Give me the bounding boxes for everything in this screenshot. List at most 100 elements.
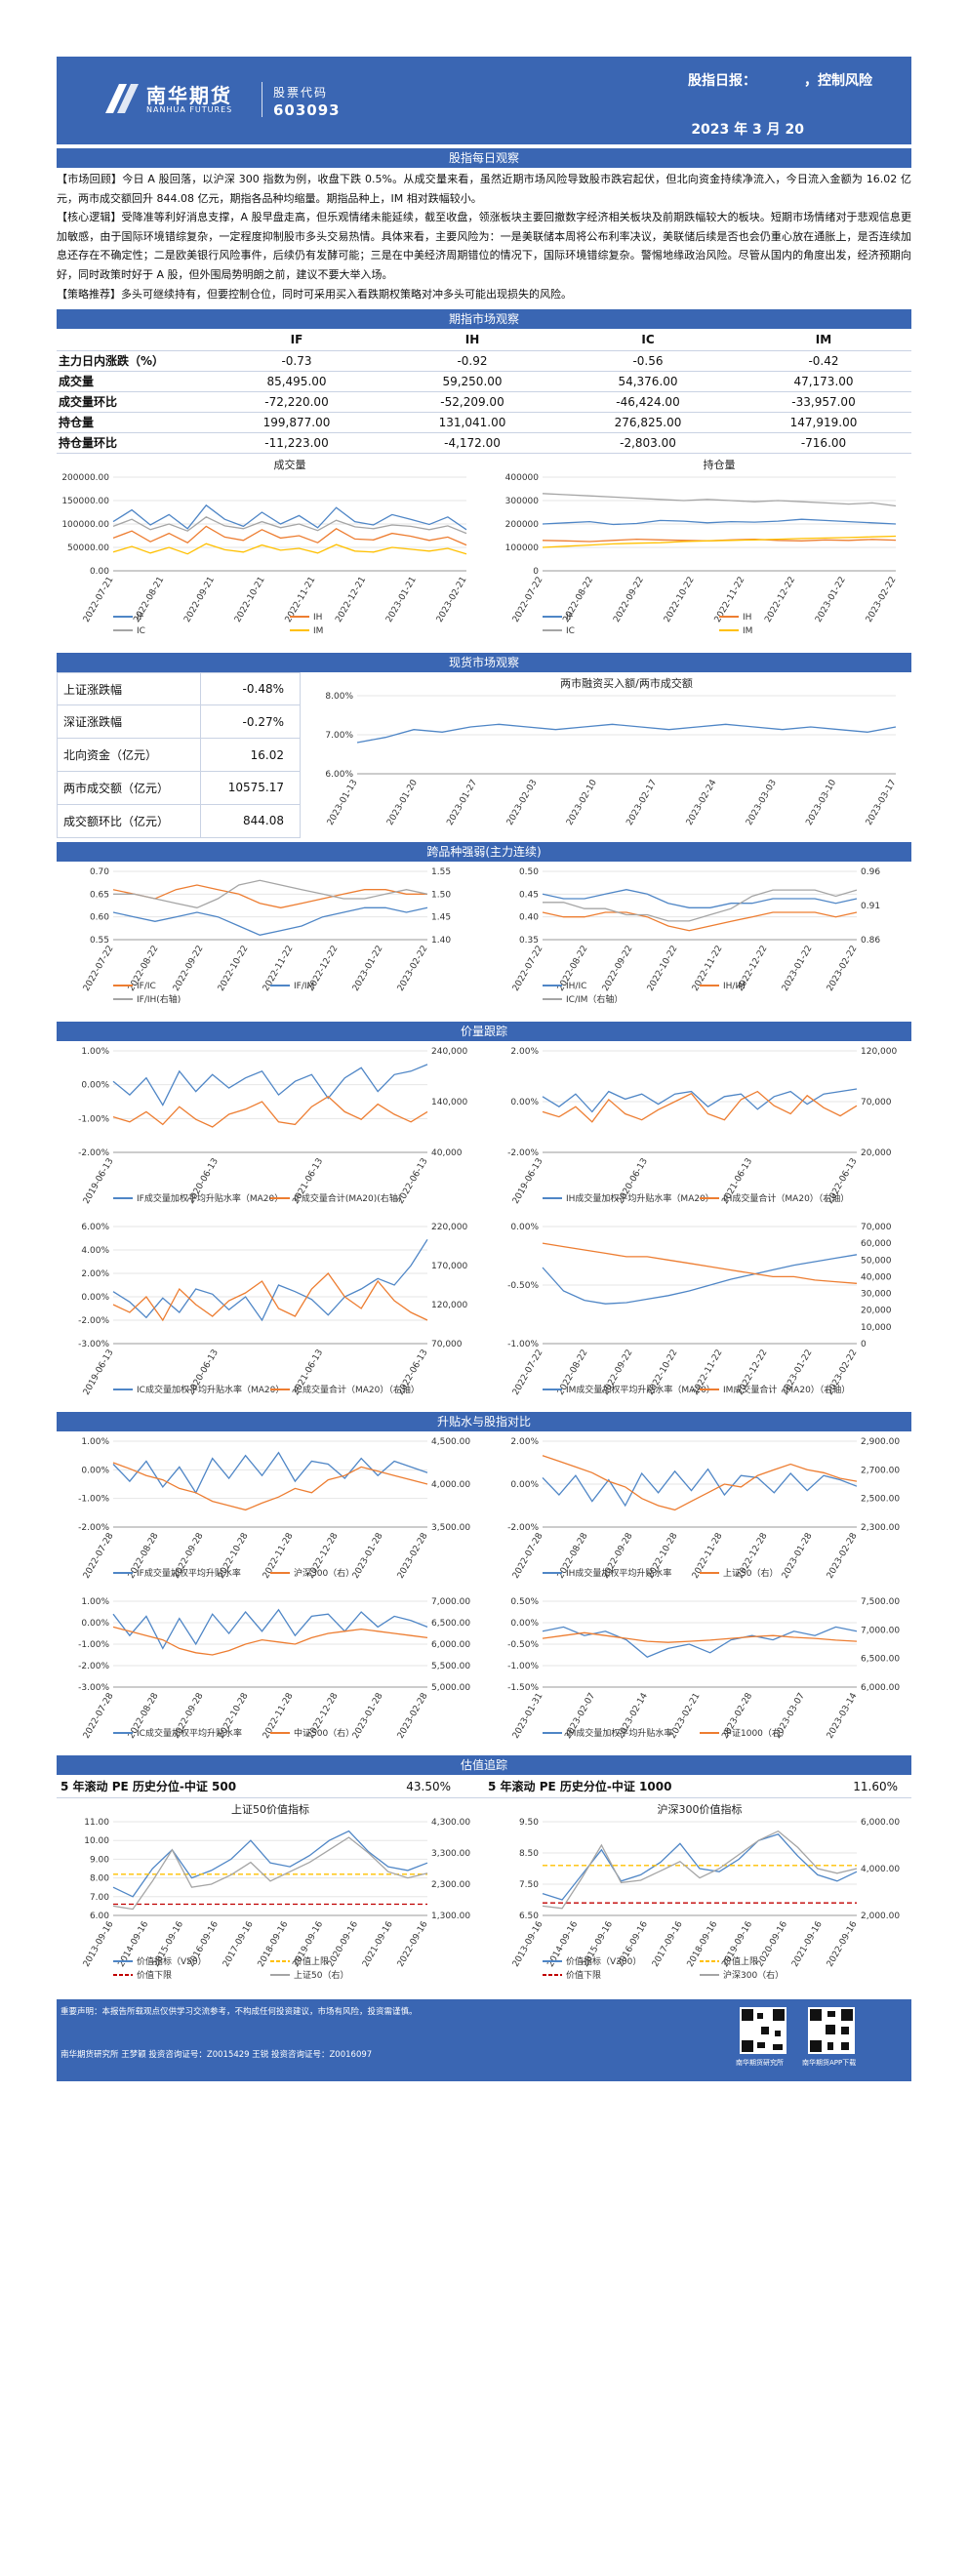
y-tick-label: 0.55 [90, 936, 109, 946]
y-tick-label: -1.50% [507, 1683, 539, 1693]
table-row: 深证涨跌幅 -0.27% [57, 704, 302, 740]
y-tick-label: 10.00 [84, 1836, 109, 1846]
stock-code-label: 股票代码 [273, 86, 329, 100]
x-tick-label: 2022-10-22 [217, 944, 251, 992]
section-valuation-title: 估值追踪 [57, 1754, 911, 1775]
y2-tick-label: 50,000 [861, 1256, 892, 1266]
series-line [542, 1468, 858, 1507]
table-row: 持仓量 199,877.00 131,041.00 276,825.00 147… [57, 412, 911, 433]
series-line [112, 1238, 428, 1321]
table-cell: -11,223.00 [209, 432, 384, 454]
qr-code-icon [808, 2006, 855, 2054]
x-tick-label: 2022-07-28 [82, 1531, 116, 1581]
column-header: IC [560, 329, 736, 351]
y-tick-label: -2.00% [507, 1523, 539, 1533]
y-tick-label: 200000 [505, 520, 540, 530]
legend-label: IC成交量加权平均升贴水率 [137, 1727, 242, 1739]
x-tick-label: 2020-09-16 [326, 1919, 360, 1969]
y-tick-label: -2.00% [78, 1662, 109, 1671]
report-date: 2023 年 3 月 20 [691, 122, 804, 138]
legend-label: 中证1000（右） [723, 1727, 789, 1739]
table-cell: -0.48% [199, 671, 302, 706]
legend-label: IC/IM（右轴） [566, 993, 623, 1005]
x-tick-label: 2022-07-22 [82, 944, 116, 992]
y-tick-label: 100000 [505, 543, 540, 553]
legend-label: IF/IM [294, 982, 314, 991]
section-basis-title: 价量跟踪 [57, 1021, 911, 1041]
table-cell: -0.42 [736, 350, 911, 372]
section-spot-title: 现货市场观察 [57, 652, 911, 672]
y-tick-label: 0.65 [90, 890, 109, 900]
y-tick-label: 0 [533, 567, 539, 577]
y-tick-label: 7.50 [519, 1880, 539, 1890]
series-line [112, 1271, 428, 1321]
y-tick-label: 9.00 [90, 1855, 109, 1865]
legend-label: 价值下限 [566, 1969, 601, 1981]
series-line [112, 883, 427, 908]
series-line [112, 1063, 428, 1107]
table-header-row: IF IH IC IM [57, 329, 911, 351]
y-tick-label: 0.70 [90, 867, 109, 877]
report-footer: 重要声明：本报告所载观点仅供学习交流参考，不构成任何投资建议，市场有风险，投资需… [57, 1998, 911, 2081]
disclaimer-text: 重要声明：本报告所载观点仅供学习交流参考，不构成任何投资建议，市场有风险，投资需… [60, 2006, 418, 2017]
y2-tick-label: 40,000 [431, 1148, 463, 1158]
x-tick-label: 2022-09-22 [612, 575, 646, 624]
y-tick-label: -3.00% [78, 1340, 109, 1349]
legend-label: 价值指标（V50） [137, 1955, 207, 1967]
legend-label: IM [313, 626, 323, 636]
row-label: 成交量环比 [57, 391, 209, 413]
x-tick-label: 2022-07-21 [82, 575, 116, 624]
x-tick-label: 2022-09-21 [182, 575, 217, 624]
y2-tick-label: 3,300.00 [431, 1849, 470, 1859]
x-tick-label: 2023-01-21 [384, 575, 419, 624]
table-cell: -72,220.00 [209, 391, 384, 413]
section-premium-title: 升贴水与股指对比 [57, 1411, 911, 1431]
y2-tick-label: 170,000 [431, 1262, 467, 1271]
table-cell: -0.27% [199, 704, 302, 740]
y2-tick-label: 2,300.00 [861, 1523, 900, 1533]
y2-tick-label: 2,700.00 [861, 1466, 900, 1475]
y2-tick-label: 120,000 [431, 1301, 467, 1310]
pe-value-csi500: 43.50% [406, 1779, 451, 1793]
y-tick-label: 8.00 [90, 1873, 109, 1883]
x-tick-label: 2021-09-16 [790, 1919, 825, 1969]
row-label: 持仓量 [57, 412, 209, 433]
chart-title: 两市融资买入额/两市成交额 [560, 676, 693, 690]
y2-tick-label: 1.50 [431, 890, 451, 900]
y-tick-label: 1.00% [81, 1047, 109, 1057]
y-tick-label: 11.00 [84, 1818, 109, 1828]
y2-tick-label: 6,500.00 [431, 1619, 470, 1629]
y2-tick-label: 2,500.00 [861, 1494, 900, 1504]
legend-label: IC成交量合计（MA20）（右轴） [294, 1384, 420, 1395]
series-line [112, 1626, 428, 1656]
x-tick-label: 2021-09-16 [361, 1919, 395, 1969]
series-line [542, 1830, 858, 1910]
commentary-logic: 【核心逻辑】受降准等利好消息支撑，A 股早盘走高，但乐观情绪未能延续，截至收盘，… [57, 211, 911, 281]
y-tick-label: 6.00 [90, 1912, 109, 1921]
y2-tick-label: 6,000.00 [431, 1640, 470, 1650]
series-line [112, 543, 467, 555]
x-tick-label: 2019-06-13 [511, 1156, 545, 1205]
table-cell: 47,173.00 [736, 371, 911, 392]
y2-tick-label: 60,000 [861, 1239, 892, 1249]
x-tick-label: 2022-07-22 [511, 575, 545, 624]
y2-tick-label: 20,000 [861, 1148, 892, 1158]
legend-label: IF/IC [137, 982, 156, 991]
commentary-strategy: 【策略推荐】多头可继续持有，但要控制仓位，同时可采用买入看跌期权策略对冲多头可能… [57, 287, 572, 301]
table-row: 主力日内涨跌（%） -0.73 -0.92 -0.56 -0.42 [57, 350, 911, 372]
series-line [542, 911, 858, 932]
legend-label: IH成交量加权平均升贴水率（MA20） [566, 1192, 714, 1204]
y-tick-label: -1.00% [507, 1340, 539, 1349]
column-header: IH [384, 329, 560, 351]
legend-label: 沪深300（右） [294, 1567, 354, 1579]
y-tick-label: 400000 [505, 473, 540, 483]
x-tick-label: 2023-01-22 [351, 944, 385, 992]
y-tick-label: 9.50 [519, 1818, 539, 1828]
x-tick-label: 2023-02-21 [668, 1691, 703, 1740]
y2-tick-label: 6,000.00 [861, 1818, 900, 1828]
y2-tick-label: 0.96 [861, 867, 880, 877]
series-line [542, 1090, 858, 1123]
x-tick-label: 2022-07-22 [511, 1348, 545, 1396]
table-cell: 85,495.00 [209, 371, 384, 392]
x-tick-label: 2023-02-21 [435, 575, 469, 624]
